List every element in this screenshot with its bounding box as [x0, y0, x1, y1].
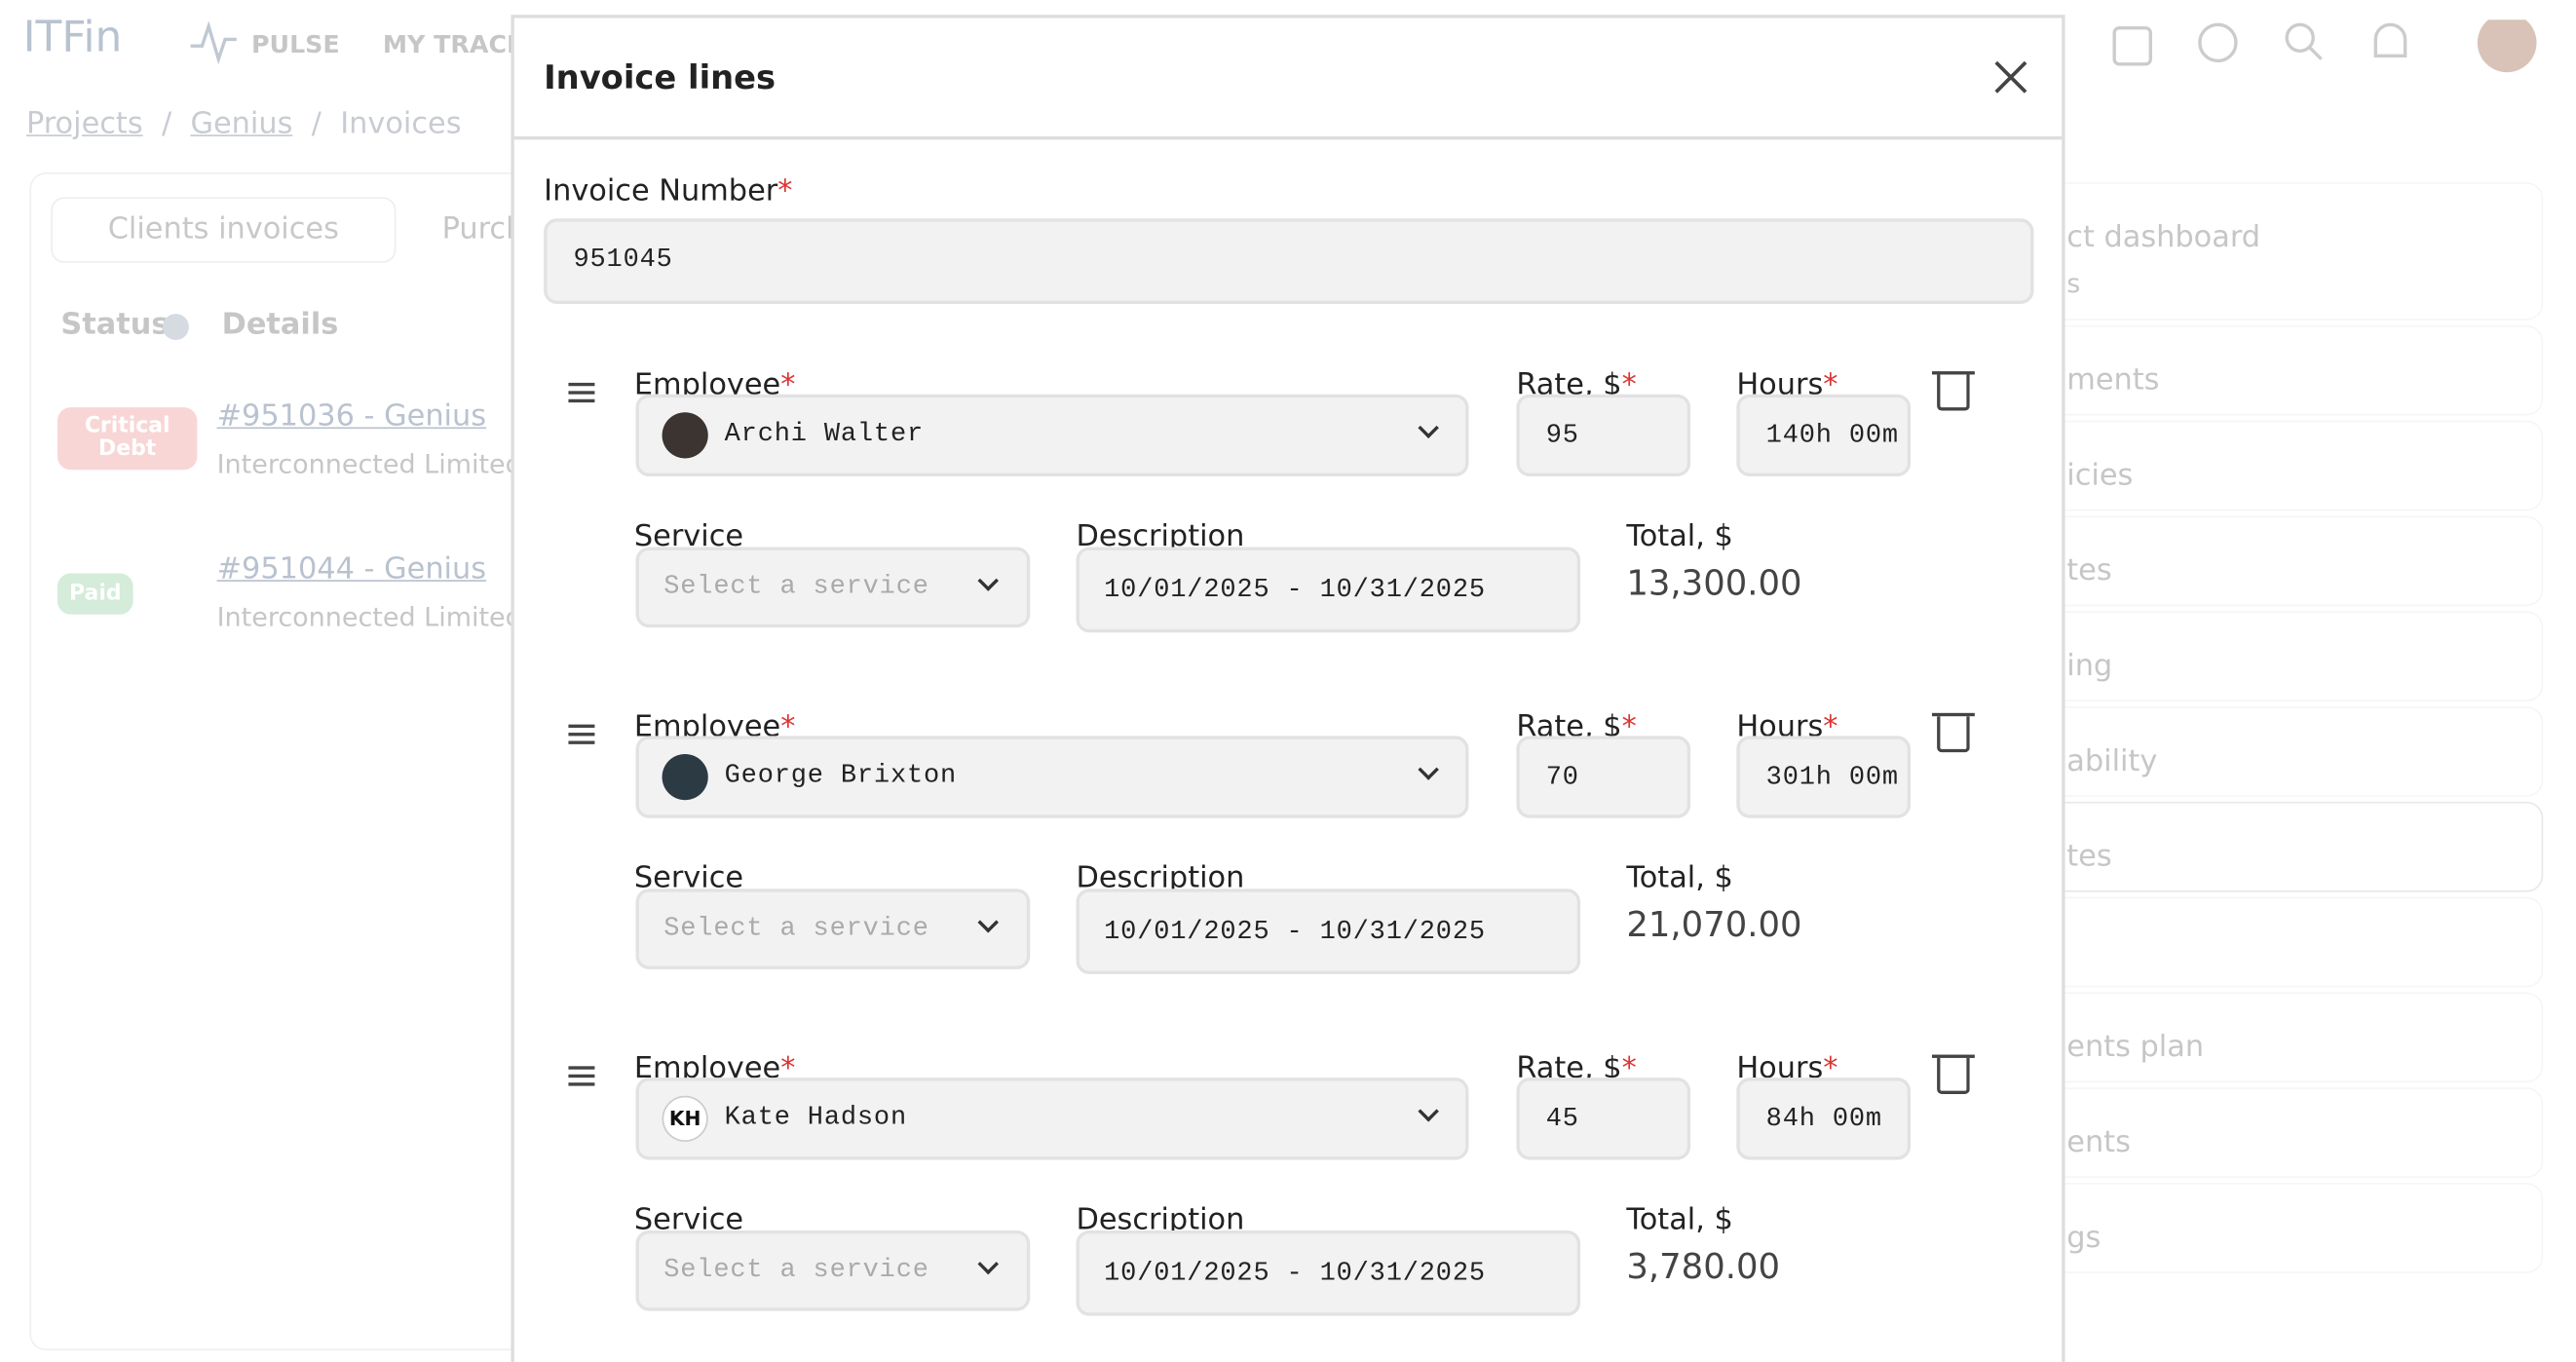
sidebar-item[interactable]: ing — [2066, 649, 2113, 684]
chevron — [1418, 759, 1439, 780]
employee-name: Kate Hadson — [724, 1102, 908, 1132]
nav-link[interactable]: PULSE — [250, 29, 340, 59]
help-icon — [162, 314, 189, 341]
invoice-link[interactable]: #951036 - Genius — [216, 398, 487, 435]
breadcrumb[interactable]: Genius — [190, 106, 293, 142]
sidebar-item[interactable]: ability — [2066, 743, 2158, 779]
description-input[interactable]: 10/01/2025 - 10/31/2025 — [1076, 547, 1581, 633]
hours-input[interactable]: 301h 00m — [1736, 736, 1912, 818]
chevron — [1418, 417, 1439, 438]
drag-line — [568, 733, 595, 737]
sidebar-item[interactable]: ct dashboard — [2066, 219, 2261, 255]
tab[interactable]: Clients invoices — [51, 197, 397, 263]
sidebar-item[interactable]: ments — [2066, 362, 2160, 398]
label-text: Total, $ — [1626, 518, 1733, 554]
required-mark: * — [1621, 367, 1637, 403]
pulse-icon — [190, 20, 237, 65]
drag-line — [568, 391, 595, 395]
delete-button[interactable] — [1931, 1054, 1975, 1095]
trash-lid — [1931, 371, 1975, 375]
sidebar-item[interactable]: ents plan — [2066, 1030, 2205, 1065]
modal-title: Invoice lines — [544, 57, 777, 97]
service-select[interactable]: Select a service — [635, 1230, 1031, 1311]
required-mark: * — [1823, 1051, 1838, 1086]
invoice-number-input[interactable]: 951045 — [544, 218, 2034, 304]
hours-input[interactable]: 84h 00m — [1736, 1078, 1912, 1160]
breadcrumb[interactable]: Projects — [25, 106, 143, 142]
employee-select[interactable]: KH Kate Hadson — [635, 1078, 1469, 1160]
close-button[interactable] — [1992, 59, 2028, 95]
sidebar-item[interactable]: s — [2066, 267, 2081, 299]
required-mark: * — [780, 367, 796, 403]
line-total: 13,300.00 — [1626, 563, 1802, 603]
avatar — [662, 753, 708, 801]
employee-select[interactable]: George Brixton — [635, 736, 1469, 818]
delete-button[interactable] — [1931, 371, 1975, 411]
required-mark: * — [1823, 709, 1838, 744]
description-input[interactable]: 10/01/2025 - 10/31/2025 — [1076, 889, 1581, 974]
company: Interconnected Limited — [216, 448, 522, 480]
breadcrumbs: Projects / Genius / Invoices — [25, 106, 462, 142]
status-badge: Critical Debt — [57, 407, 198, 471]
avatar-initials: KH — [662, 1095, 708, 1142]
chevron — [977, 912, 999, 933]
employee-name: George Brixton — [724, 760, 958, 791]
modal: Invoice lines Invoice Number* 951045 Emp… — [511, 15, 2065, 1362]
line-total: 3,780.00 — [1626, 1246, 1781, 1287]
label-text: Total, $ — [1626, 1202, 1733, 1237]
required-mark: * — [780, 1051, 796, 1086]
required-mark: * — [1823, 367, 1838, 403]
field-label: Total, $ — [1626, 1202, 1732, 1236]
drag-line — [568, 1074, 595, 1078]
rate-input[interactable]: 45 — [1516, 1078, 1691, 1160]
label-text: Total, $ — [1626, 860, 1733, 895]
chevron — [977, 570, 999, 591]
drag-handle[interactable] — [568, 382, 595, 403]
required-mark: * — [780, 709, 796, 744]
service-placeholder: Select a service — [663, 913, 929, 943]
drag-handle[interactable] — [568, 1066, 595, 1086]
chevron — [977, 1253, 999, 1275]
line-total: 21,070.00 — [1626, 905, 1802, 945]
required-mark: * — [1621, 709, 1637, 744]
field-label: Total, $ — [1626, 861, 1732, 895]
rate-input[interactable]: 95 — [1516, 394, 1691, 477]
sidebar-item[interactable]: tes — [2066, 839, 2112, 875]
rate-input[interactable]: 70 — [1516, 736, 1691, 818]
service-select[interactable]: Select a service — [635, 889, 1031, 969]
required-mark: * — [777, 173, 793, 209]
field-label: Total, $ — [1626, 519, 1732, 553]
sidebar-item[interactable]: ents — [2066, 1125, 2131, 1160]
toolbar-icons — [2112, 19, 2537, 73]
trash-lid — [1931, 712, 1975, 717]
sidebar-item[interactable]: gs — [2066, 1220, 2102, 1256]
chevron — [1418, 1100, 1439, 1122]
employee-select[interactable]: Archi Walter — [635, 394, 1469, 477]
service-placeholder: Select a service — [663, 1255, 929, 1285]
logo: ITFin — [22, 13, 123, 63]
status-badge: Paid — [57, 573, 133, 615]
drag-handle[interactable] — [568, 724, 595, 744]
description-input[interactable]: 10/01/2025 - 10/31/2025 — [1076, 1230, 1581, 1316]
delete-button[interactable] — [1931, 712, 1975, 753]
service-select[interactable]: Select a service — [635, 547, 1031, 628]
breadcrumb: Invoices — [340, 106, 462, 142]
hours-input[interactable]: 140h 00m — [1736, 394, 1912, 477]
service-placeholder: Select a service — [663, 571, 929, 602]
trash-lid — [1931, 1054, 1975, 1058]
company: Interconnected Limited — [216, 601, 522, 633]
sidebar-item[interactable]: tes — [2066, 553, 2112, 588]
employee-name: Archi Walter — [724, 418, 925, 449]
panel — [29, 172, 526, 1351]
label-text: Invoice Number — [544, 173, 778, 209]
modal-header — [513, 19, 2063, 140]
column-header: Status — [60, 307, 170, 342]
required-mark: * — [1621, 1051, 1637, 1086]
field-label: Invoice Number* — [544, 174, 792, 208]
invoice-link[interactable]: #951044 - Genius — [216, 551, 487, 586]
sidebar-item[interactable]: icies — [2066, 458, 2134, 493]
column-header: Details — [221, 307, 339, 342]
avatar — [662, 412, 708, 459]
